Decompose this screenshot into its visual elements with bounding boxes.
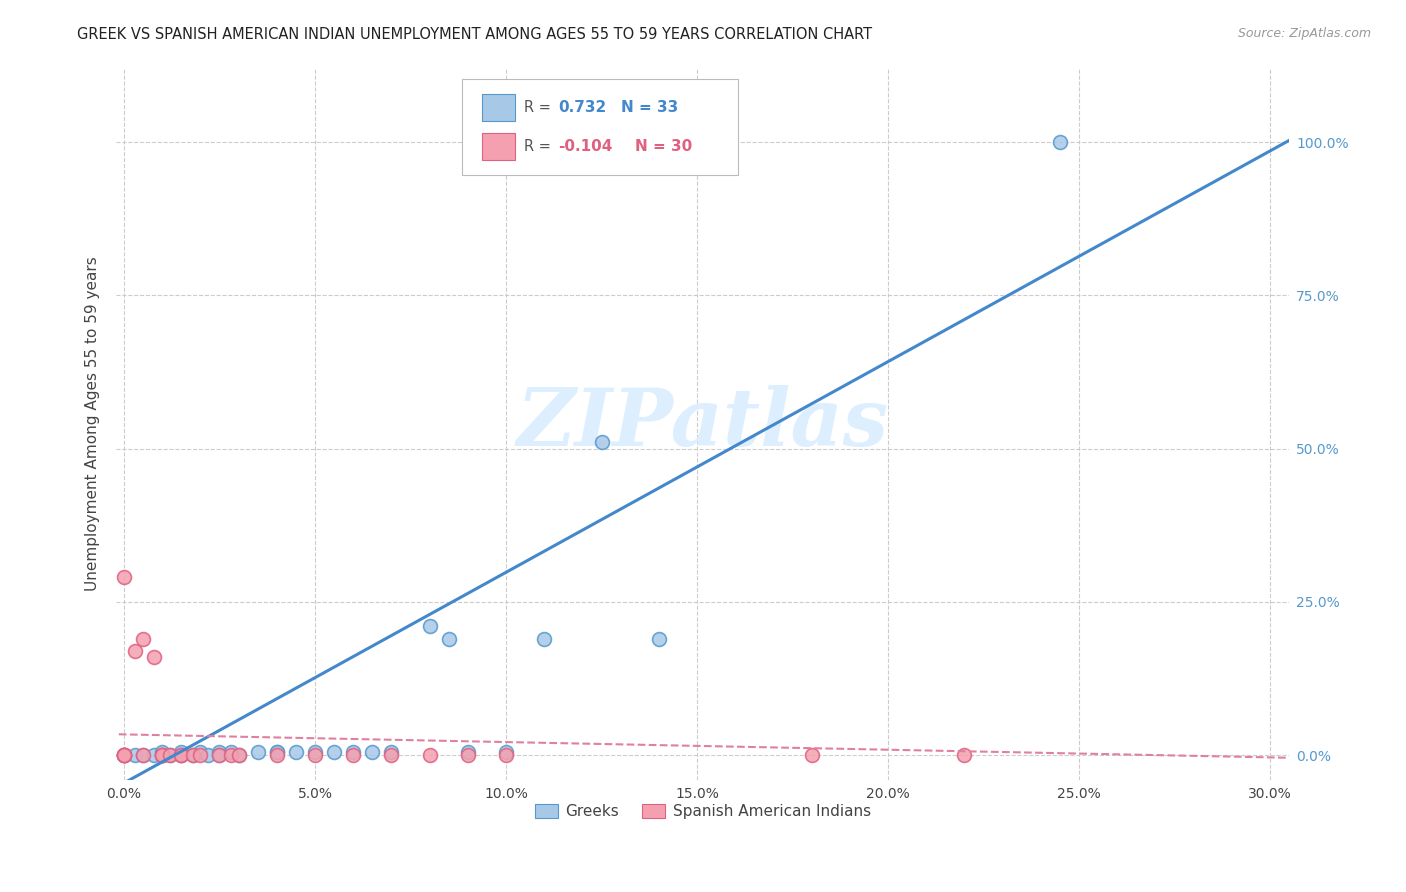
Point: [112, 748, 135, 763]
Point: [266, 745, 288, 759]
Point: [170, 748, 193, 763]
Point: [112, 570, 135, 584]
Point: [143, 650, 166, 665]
Point: [419, 619, 441, 633]
Point: [380, 748, 402, 763]
Point: [124, 748, 146, 763]
Point: [648, 632, 671, 646]
Point: [246, 745, 269, 759]
Point: [150, 748, 173, 763]
Point: [132, 748, 155, 763]
FancyBboxPatch shape: [463, 79, 738, 175]
Point: [495, 745, 517, 759]
Point: [143, 748, 166, 763]
Point: [181, 748, 204, 763]
Point: [159, 748, 181, 763]
Point: [419, 748, 441, 763]
Point: [150, 748, 173, 763]
Point: [170, 748, 193, 763]
Point: [342, 745, 364, 759]
Point: [219, 748, 242, 763]
Point: [323, 745, 346, 759]
Bar: [482, 95, 515, 121]
Point: [304, 745, 326, 759]
Point: [342, 748, 364, 763]
Point: [112, 748, 135, 763]
Point: [361, 745, 384, 759]
Point: [188, 748, 211, 763]
Point: [150, 745, 173, 759]
Text: Source: ZipAtlas.com: Source: ZipAtlas.com: [1237, 27, 1371, 40]
Point: [197, 748, 219, 763]
Text: N = 30: N = 30: [634, 139, 692, 154]
Text: -0.104: -0.104: [558, 139, 613, 154]
Text: R =: R =: [524, 100, 555, 115]
Point: [228, 748, 250, 763]
Point: [457, 745, 479, 759]
Point: [1049, 135, 1071, 149]
Point: [188, 745, 211, 759]
Point: [228, 748, 250, 763]
Point: [132, 748, 155, 763]
Point: [112, 748, 135, 763]
Point: [266, 745, 288, 759]
Point: [266, 748, 288, 763]
Point: [284, 745, 307, 759]
Y-axis label: Unemployment Among Ages 55 to 59 years: Unemployment Among Ages 55 to 59 years: [86, 257, 100, 591]
Point: [132, 632, 155, 646]
Point: [208, 745, 231, 759]
Point: [219, 745, 242, 759]
Point: [208, 748, 231, 763]
Point: [533, 632, 555, 646]
Point: [112, 748, 135, 763]
Point: [181, 748, 204, 763]
Point: [170, 745, 193, 759]
Text: GREEK VS SPANISH AMERICAN INDIAN UNEMPLOYMENT AMONG AGES 55 TO 59 YEARS CORRELAT: GREEK VS SPANISH AMERICAN INDIAN UNEMPLO…: [77, 27, 873, 42]
Point: [208, 748, 231, 763]
Bar: [482, 133, 515, 161]
Point: [800, 748, 823, 763]
Point: [159, 748, 181, 763]
Text: N = 33: N = 33: [620, 100, 678, 115]
Point: [591, 435, 613, 450]
Point: [170, 748, 193, 763]
Point: [112, 748, 135, 763]
Point: [150, 748, 173, 763]
Point: [380, 745, 402, 759]
Point: [124, 644, 146, 658]
Point: [953, 748, 976, 763]
Legend: Greeks, Spanish American Indians: Greeks, Spanish American Indians: [529, 798, 877, 825]
Point: [457, 748, 479, 763]
Point: [437, 632, 460, 646]
Point: [495, 748, 517, 763]
Text: R =: R =: [524, 139, 555, 154]
Text: ZIPatlas: ZIPatlas: [516, 385, 889, 463]
Point: [304, 748, 326, 763]
Text: 0.732: 0.732: [558, 100, 607, 115]
Point: [112, 748, 135, 763]
Point: [150, 748, 173, 763]
